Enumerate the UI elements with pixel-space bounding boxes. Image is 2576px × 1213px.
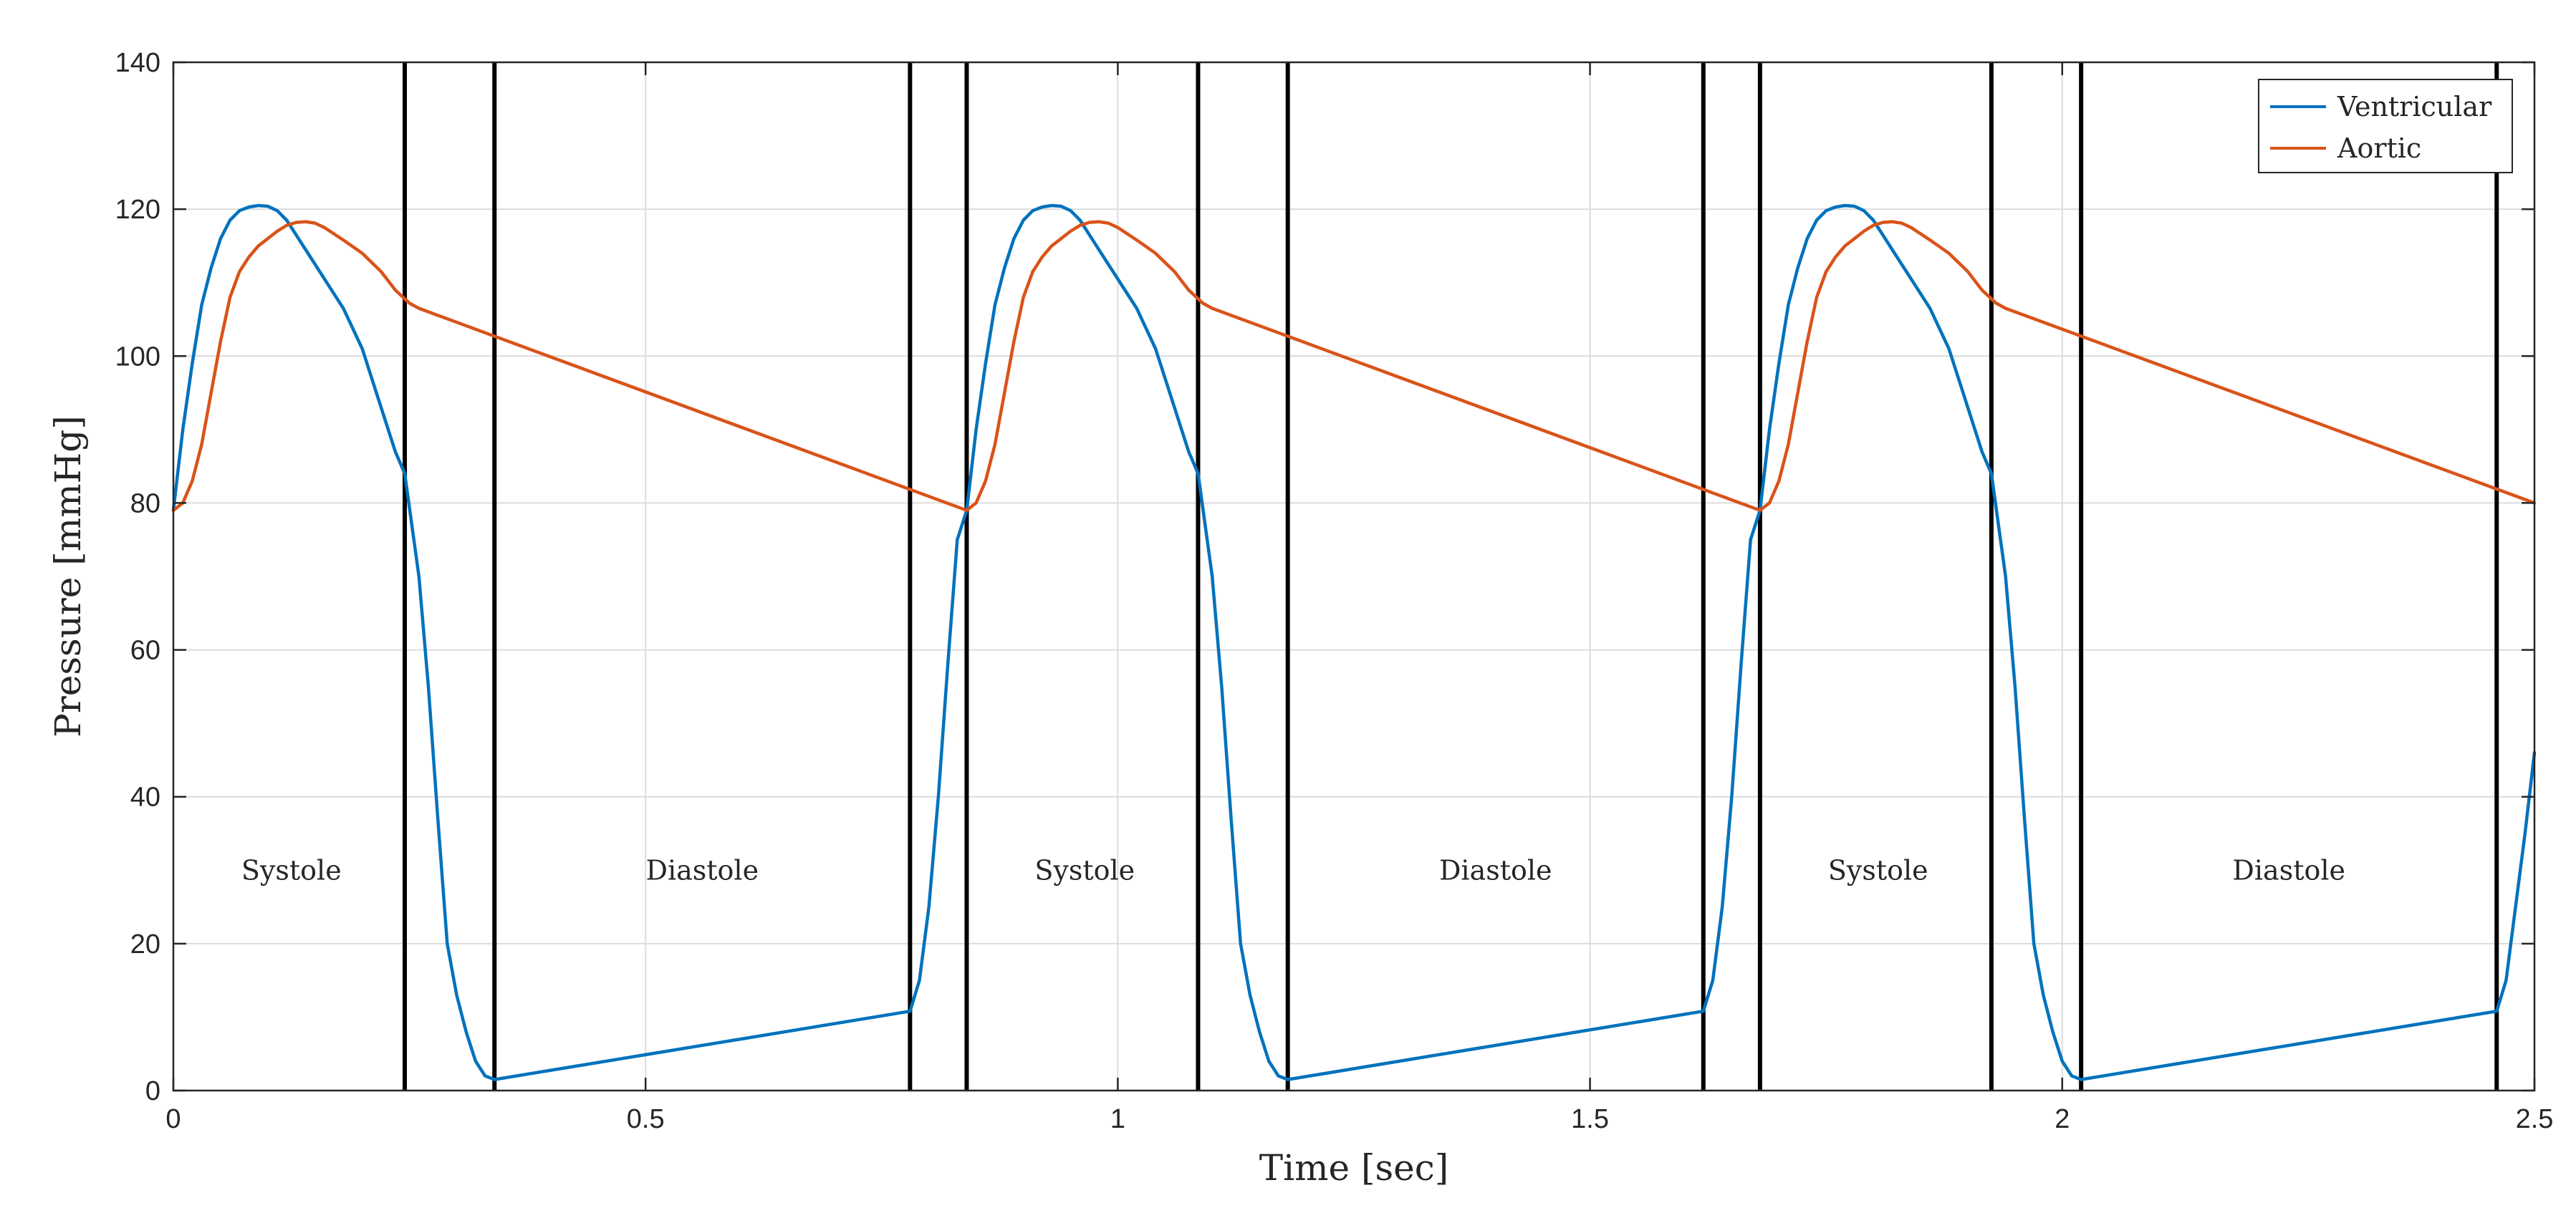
- x-tick-label: 2.5: [2516, 1104, 2554, 1134]
- y-tick-label: 20: [130, 929, 160, 960]
- series-line-ventricular: [171, 203, 2537, 1081]
- y-tick-label: 40: [130, 783, 160, 813]
- x-tick-label: 1: [1110, 1104, 1125, 1134]
- grid-lines: [173, 62, 2534, 1091]
- plot-frame: [172, 61, 2536, 1092]
- x-tick-label: 0: [165, 1104, 181, 1134]
- phase-label-diastole: Diastole: [646, 854, 759, 886]
- series-line-aortic: [171, 220, 2537, 512]
- phase-boundary-lines: [403, 62, 2499, 1091]
- y-tick-label: 80: [130, 488, 160, 518]
- phase-label-systole: Systole: [1828, 854, 1928, 886]
- y-tick-label: 100: [115, 342, 160, 372]
- y-tick-label: 140: [115, 48, 160, 78]
- legend-box: [2258, 79, 2513, 173]
- phase-label-systole: Systole: [1034, 854, 1135, 886]
- phase-label-systole: Systole: [241, 854, 342, 886]
- phase-label-diastole: Diastole: [1439, 854, 1552, 886]
- legend: Ventricular Aortic: [2258, 79, 2513, 173]
- data-series: [171, 203, 2537, 1081]
- y-tick-label: 60: [130, 636, 160, 666]
- x-tick-label: 0.5: [627, 1104, 665, 1134]
- x-tick-label: 2: [2054, 1104, 2070, 1134]
- phase-label-diastole: Diastole: [2232, 854, 2345, 886]
- y-axis-label: Pressure [mmHg]: [47, 415, 89, 738]
- x-tick-label: 1.5: [1571, 1104, 1609, 1134]
- legend-label-ventricular: Ventricular: [2337, 91, 2492, 122]
- axes-frame: [172, 61, 2536, 1092]
- y-tick-label: 0: [145, 1076, 160, 1106]
- phase-labels: Systole Diastole Systole Diastole Systole Dia…: [241, 854, 2345, 886]
- y-tick-label: 120: [115, 195, 160, 225]
- axis-ticks: 0 0.5 1 1.5 2 2.5 0 20 40 60 80 100 120 140: [115, 48, 2554, 1134]
- x-axis-label: Time [sec]: [1259, 1147, 1449, 1189]
- legend-label-aortic: Aortic: [2337, 132, 2421, 164]
